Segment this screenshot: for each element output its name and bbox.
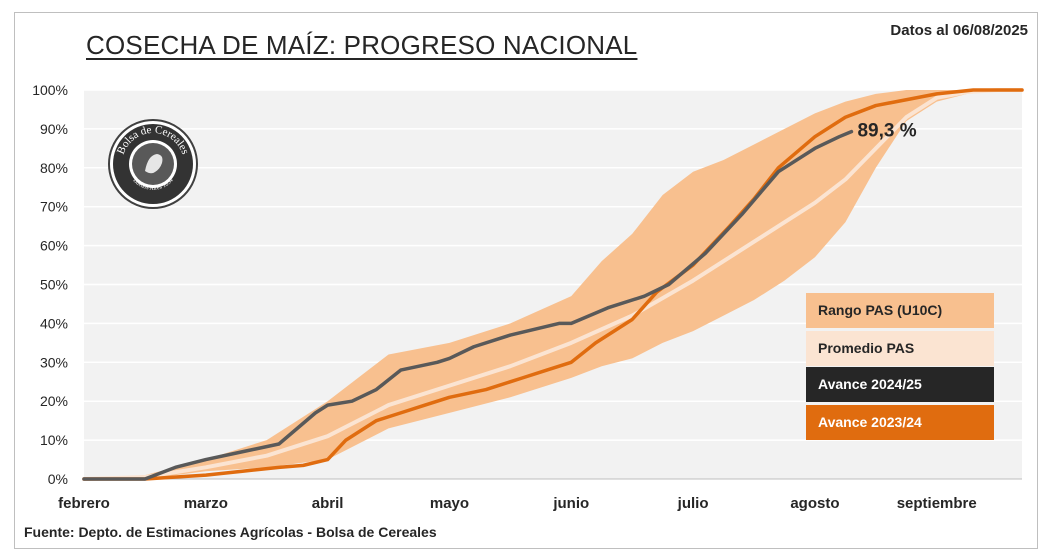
chart-title: COSECHA DE MAÍZ: PROGRESO NACIONAL xyxy=(86,30,638,60)
y-tick-label: 60% xyxy=(40,238,68,254)
y-tick-label: 10% xyxy=(40,432,68,448)
x-axis-ticks: febrero marzo abril mayo junio julio agosto sep… xyxy=(58,495,977,512)
series-range-band xyxy=(84,90,1022,479)
legend-item-average: Promedio PAS xyxy=(806,331,994,366)
data-date-note: Datos al 06/08/2025 xyxy=(890,22,1028,39)
x-tick-label: junio xyxy=(552,495,589,512)
y-tick-label: 50% xyxy=(40,277,68,293)
x-tick-label: abril xyxy=(312,495,344,512)
series-line-previous xyxy=(82,88,1024,481)
x-tick-label: septiembre xyxy=(897,495,977,512)
y-tick-label: 90% xyxy=(40,121,68,137)
legend-item-range: Rango PAS (U10C) xyxy=(806,293,994,328)
series-line-current xyxy=(82,129,854,481)
x-tick-label: febrero xyxy=(58,495,110,512)
y-tick-label: 70% xyxy=(40,199,68,215)
y-tick-label: 40% xyxy=(40,315,68,331)
x-tick-label: marzo xyxy=(184,495,228,512)
x-tick-label: agosto xyxy=(790,495,839,512)
y-tick-label: 20% xyxy=(40,393,68,409)
x-tick-label: julio xyxy=(677,495,709,512)
source-note: Fuente: Depto. de Estimaciones Agrícolas… xyxy=(24,524,437,540)
series-lines-layer xyxy=(82,88,1024,481)
y-tick-label: 100% xyxy=(32,82,68,98)
y-axis-ticks: 0% 10% 20% 30% 40% 50% 60% 70% 80% 90% 100% xyxy=(32,82,68,487)
bolsa-de-cereales-logo: Bolsa de Cereales Buenos Aires 1854 xyxy=(108,119,198,209)
series-line-average xyxy=(82,88,1024,481)
legend-item-previous: Avance 2023/24 xyxy=(806,405,994,440)
current-progress-annotation: 89,3 % xyxy=(857,121,916,142)
y-tick-label: 30% xyxy=(40,354,68,370)
x-tick-label: mayo xyxy=(430,495,469,512)
legend-item-current: Avance 2024/25 xyxy=(806,367,994,402)
y-tick-label: 0% xyxy=(48,471,68,487)
y-tick-label: 80% xyxy=(40,160,68,176)
range-band-layer xyxy=(84,90,1022,479)
